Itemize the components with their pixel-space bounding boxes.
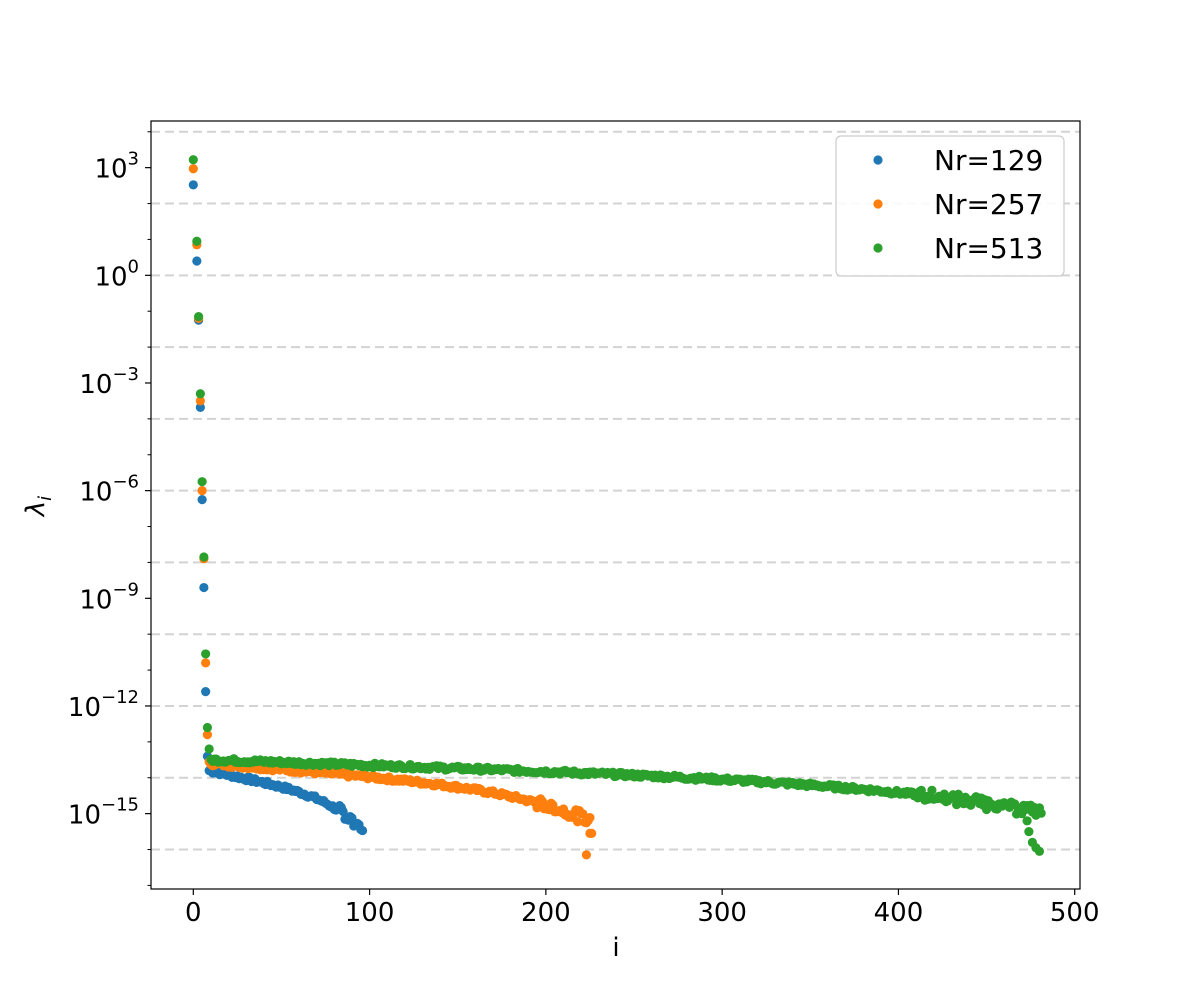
- data-point: [927, 785, 937, 795]
- data-point: [195, 389, 205, 399]
- y-tick-exponent: −6: [112, 472, 139, 493]
- y-tick-exponent: 3: [128, 149, 139, 170]
- data-point: [587, 828, 597, 838]
- x-tick-label: 100: [345, 898, 395, 928]
- data-point: [578, 809, 588, 819]
- y-tick-base: 10: [79, 370, 112, 400]
- y-axis-label-subscript: i: [35, 496, 56, 501]
- x-tick-label: 0: [185, 898, 202, 928]
- legend-label: Nr=257: [934, 188, 1043, 221]
- data-point: [357, 825, 368, 836]
- y-tick-exponent: −9: [112, 579, 139, 600]
- data-point: [192, 256, 202, 266]
- legend-marker: [873, 199, 883, 209]
- legend: Nr=129 Nr=257 Nr=513: [835, 135, 1065, 277]
- data-point: [195, 402, 205, 412]
- data-point: [204, 744, 214, 754]
- data-points: [188, 155, 1046, 860]
- y-tick-label: 10−6: [79, 472, 139, 508]
- x-tick-label: 400: [874, 898, 924, 928]
- legend-marker: [873, 155, 883, 165]
- data-point: [197, 477, 207, 487]
- y-axis-label: λi: [21, 496, 56, 518]
- data-point: [1036, 808, 1046, 818]
- legend-label: Nr=129: [934, 144, 1043, 177]
- y-tick-exponent: −15: [101, 795, 139, 816]
- y-tick-base: 10: [79, 585, 112, 615]
- data-point: [197, 486, 207, 496]
- data-point: [1022, 816, 1032, 826]
- axes-frame: [150, 120, 1081, 890]
- data-point: [202, 730, 213, 740]
- data-point: [572, 817, 583, 827]
- y-tick-label: 10−3: [79, 364, 139, 400]
- data-point: [1024, 826, 1034, 837]
- y-tick-base: 10: [94, 155, 127, 185]
- data-point: [197, 495, 207, 505]
- data-point: [201, 658, 211, 668]
- y-tick-exponent: −3: [112, 364, 139, 385]
- x-tick-label: 500: [1050, 898, 1100, 928]
- y-tick-label: 10−9: [79, 579, 139, 615]
- data-point: [199, 552, 209, 562]
- y-tick-label: 100: [94, 256, 139, 292]
- y-tick-base: 10: [68, 693, 101, 723]
- data-point: [199, 582, 209, 593]
- data-point: [1034, 846, 1045, 856]
- data-point: [193, 311, 204, 322]
- x-axis-label: i: [612, 933, 619, 963]
- x-tick-label: 200: [521, 898, 571, 928]
- grid-lines: [151, 130, 1080, 851]
- data-point: [188, 155, 198, 165]
- legend-label: Nr=513: [934, 232, 1043, 265]
- data-point: [201, 649, 211, 659]
- data-point: [581, 850, 592, 860]
- y-tick-label: 10−15: [68, 795, 139, 831]
- data-point: [188, 164, 198, 174]
- x-tick-label: 300: [697, 898, 747, 928]
- legend-marker: [873, 243, 883, 253]
- y-tick-base: 10: [94, 262, 127, 292]
- data-point: [192, 236, 202, 246]
- y-tick-label: 10−12: [68, 687, 139, 723]
- x-axis-ticks: 0 100 200 300 400 500: [185, 889, 1100, 928]
- y-tick-label: 103: [94, 149, 139, 185]
- y-axis-label-base: λ: [21, 501, 51, 518]
- data-point: [585, 813, 595, 823]
- y-tick-base: 10: [68, 801, 101, 831]
- data-point: [532, 803, 542, 813]
- data-point: [338, 806, 348, 817]
- data-point: [201, 687, 211, 697]
- legend-box: [835, 135, 1065, 277]
- y-tick-exponent: −12: [101, 687, 139, 708]
- y-tick-base: 10: [79, 478, 112, 508]
- data-point: [188, 180, 198, 190]
- y-tick-exponent: 0: [128, 256, 139, 277]
- data-point: [202, 722, 213, 733]
- data-point: [195, 396, 205, 406]
